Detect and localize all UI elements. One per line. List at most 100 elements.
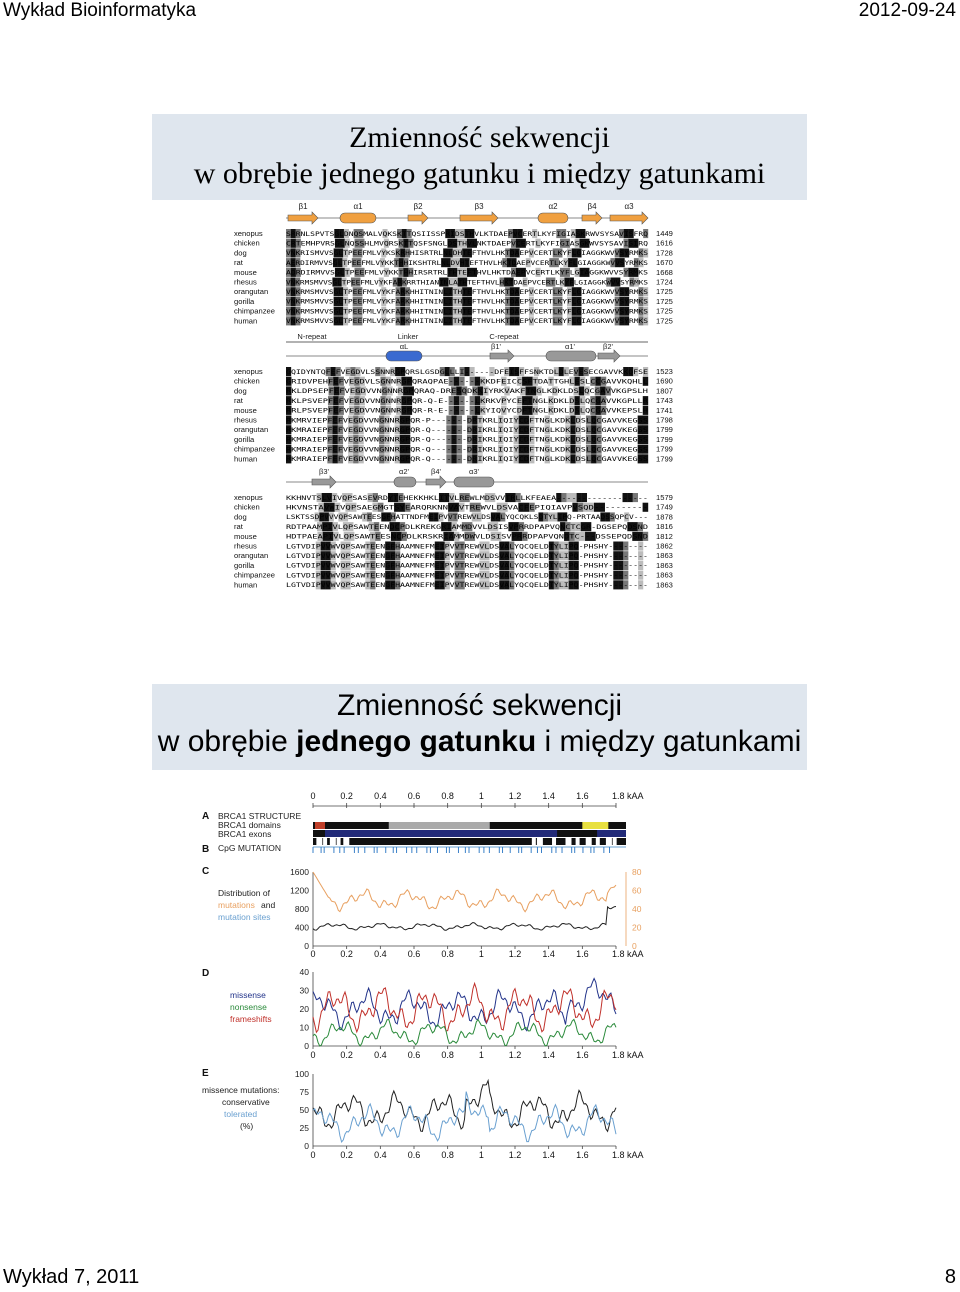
panel-e-label: missence mutations: (202, 1085, 279, 1095)
conservation-cell (573, 551, 579, 561)
conservation-cell (638, 551, 644, 561)
conservation-cell (448, 277, 454, 287)
conservation-cell (467, 415, 473, 425)
conservation-cell (568, 560, 574, 570)
conservation-cell (618, 551, 624, 561)
conservation-cell (354, 396, 360, 406)
conservation-cell (451, 522, 457, 532)
conservation-cell (447, 512, 453, 522)
conservation-cell (443, 248, 449, 258)
conservation-cell (403, 267, 409, 277)
conservation-cell (290, 267, 296, 277)
conservation-cell (290, 287, 296, 297)
conservation-cell (290, 248, 296, 258)
conservation-cell (332, 277, 338, 287)
block1-helix-1 (339, 212, 377, 224)
conservation-cell (453, 531, 460, 541)
conservation-cell (569, 396, 575, 406)
conservation-cell (571, 493, 577, 503)
conservation-cell (320, 580, 326, 590)
conservation-cell (480, 396, 486, 406)
conservation-cell (395, 541, 401, 551)
conservation-cell (390, 580, 396, 590)
conservation-cell (456, 444, 463, 454)
domains-segment (557, 830, 598, 837)
conservation-cell (359, 238, 365, 248)
conservation-cell (591, 425, 597, 435)
conservation-cell (356, 258, 362, 268)
conservation-cell (325, 367, 331, 377)
conservation-cell (575, 522, 581, 532)
conservation-cell (453, 502, 460, 512)
conservation-cell (553, 367, 559, 377)
panel-c-x-tick: 0 (310, 949, 315, 959)
conservation-cell (447, 248, 453, 258)
conservation-cell (565, 454, 571, 464)
conservation-cell (599, 502, 605, 512)
conservation-cell (576, 296, 582, 306)
conservation-cell (401, 396, 407, 406)
conservation-cell (370, 551, 376, 561)
conservation-cell (569, 376, 575, 386)
conservation-cell (395, 580, 401, 590)
conservation-cell (355, 277, 361, 287)
conservation-cell (398, 258, 404, 268)
conservation-cell (320, 570, 326, 580)
conservation-cell (606, 277, 612, 287)
species-label: dog (234, 248, 247, 257)
conservation-cell (510, 493, 516, 503)
panel-d-x-tick: 0.4 (374, 1050, 387, 1060)
conservation-cell (633, 367, 639, 377)
conservation-cell (523, 434, 530, 444)
conservation-cell (370, 570, 376, 580)
conservation-cell (477, 454, 483, 464)
sequence-row: VNKRMSMVVSGLTPEEFMLVYKFARKRRTHIANINLATHT… (286, 279, 648, 286)
conservation-cell (509, 560, 515, 570)
conservation-cell (469, 229, 475, 239)
conservation-cell (381, 287, 387, 297)
conservation-cell (565, 425, 571, 435)
conservation-cell (394, 425, 400, 435)
conservation-cell (452, 248, 458, 258)
conservation-cell (576, 287, 582, 297)
panel-e-y-tick: 0 (304, 1141, 309, 1151)
conservation-cell (514, 367, 520, 377)
conservation-cell (520, 267, 526, 277)
conservation-cell (385, 376, 392, 386)
conservation-cell (459, 405, 465, 415)
conservation-cell (439, 551, 445, 561)
conservation-cell (357, 306, 363, 316)
missense-line (312, 977, 617, 1032)
conservation-cell (516, 376, 523, 386)
conservation-cell (359, 267, 365, 277)
residue-count: 1812 (656, 532, 673, 541)
conservation-cell (327, 415, 333, 425)
conservation-cell (380, 367, 386, 377)
conservation-cell (518, 454, 525, 464)
panel-c-x-tick: 1.6 (576, 949, 589, 959)
conservation-cell (367, 493, 373, 503)
conservation-cell (637, 425, 644, 435)
conservation-cell (451, 454, 457, 464)
conservation-cell (335, 367, 341, 377)
conservation-cell (330, 541, 336, 551)
conservation-cell (295, 229, 301, 239)
conservation-cell (528, 287, 534, 297)
conservation-cell (571, 306, 577, 316)
conservation-cell (563, 551, 569, 561)
mutation-sites-line (312, 905, 617, 931)
conservation-cell (642, 396, 649, 406)
conservation-cell (360, 386, 367, 396)
conservation-cell (559, 277, 565, 287)
panel-e-y-tick: 50 (300, 1105, 310, 1115)
slide1-title: Zmienność sekwencji w obrębie jednego ga… (152, 114, 807, 200)
conservation-cell (348, 405, 355, 415)
conservation-cell (343, 296, 349, 306)
conservation-cell (619, 306, 625, 316)
conservation-cell (332, 434, 338, 444)
conservation-cell (596, 434, 602, 444)
conservation-cell (638, 316, 644, 326)
conservation-cell (370, 580, 376, 590)
conservation-cell (446, 522, 452, 532)
panel-c-x-tick: 1.4 (542, 949, 555, 959)
